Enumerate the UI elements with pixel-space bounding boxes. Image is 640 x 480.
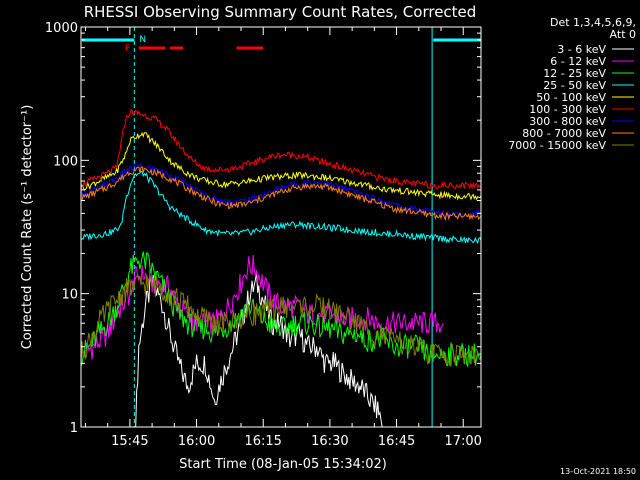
series-line-0 — [135, 272, 384, 428]
legend-header-line: Det 1,3,4,5,6,9, — [550, 16, 636, 29]
night-flag-label: N — [139, 35, 146, 45]
series-line-6 — [80, 162, 482, 219]
y-tick-label: 10 — [61, 288, 78, 303]
y-tick-label: 100 — [53, 154, 78, 169]
x-tick-label: 16:45 — [378, 434, 415, 449]
legend-entry-label: 12 - 25 keV — [543, 67, 606, 80]
series-line-7 — [80, 165, 482, 222]
footer-date: 13-Oct-2021 18:50 — [560, 467, 636, 476]
legend-entry-label: 7000 - 15000 keV — [508, 139, 606, 152]
legend-entry-label: 800 - 7000 keV — [522, 127, 606, 140]
y-axis-label: Corrected Count Rate (s⁻¹ detector⁻¹) — [20, 105, 35, 350]
series-line-8 — [80, 274, 482, 367]
x-tick-label: 16:15 — [244, 434, 281, 449]
plot-area: FN — [80, 27, 482, 428]
series-line-5 — [80, 108, 482, 190]
legend-header-line: Att 0 — [610, 28, 636, 41]
x-tick-label: 17:00 — [444, 434, 481, 449]
x-axis: 15:45 16:00 16:15 16:30 16:45 17:00 — [84, 27, 482, 449]
legend-entry-label: 50 - 100 keV — [536, 91, 606, 104]
x-tick-label: 16:00 — [178, 434, 215, 449]
plot-frame — [80, 26, 482, 428]
series-line-2 — [80, 251, 482, 368]
flare-flag-label: F — [125, 44, 130, 54]
x-tick-label: 16:30 — [311, 434, 348, 449]
y-tick-label: 1000 — [45, 21, 78, 36]
legend-entry-label: 300 - 800 keV — [529, 115, 606, 128]
x-tick-label: 15:45 — [111, 434, 148, 449]
x-axis-label: Start Time (08-Jan-05 15:34:02) — [179, 457, 387, 472]
series-line-3 — [80, 170, 482, 245]
legend-entry-label: 100 - 300 keV — [529, 103, 606, 116]
legend-entry-label: 25 - 50 keV — [543, 79, 606, 92]
legend-entry-label: 3 - 6 keV — [557, 43, 606, 56]
series-line-4 — [80, 131, 482, 201]
y-tick-label: 1 — [70, 421, 78, 436]
chart-title: RHESSI Observing Summary Count Rates, Co… — [84, 3, 477, 21]
legend-entry-label: 6 - 12 keV — [550, 55, 606, 68]
